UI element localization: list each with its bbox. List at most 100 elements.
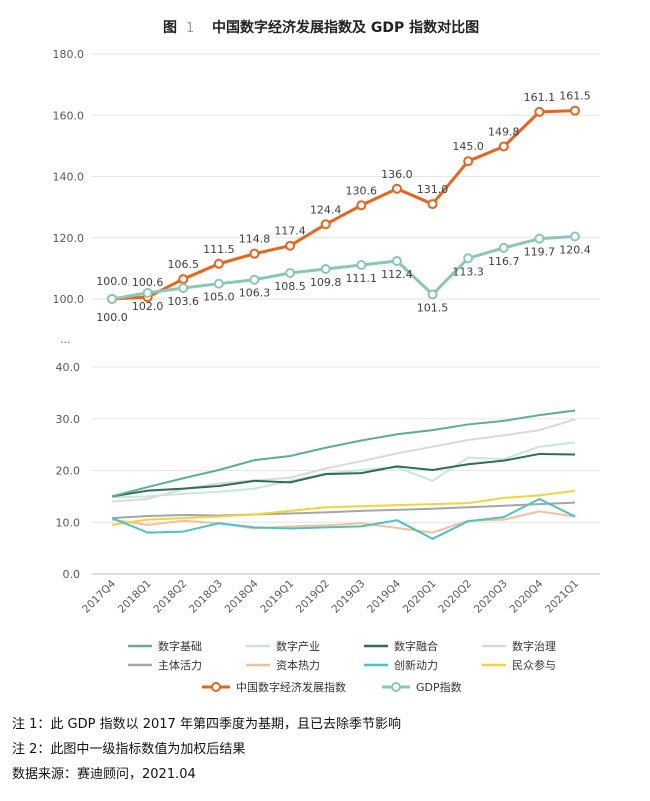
- upper-point-0: [178, 274, 189, 285]
- upper-point-0: [498, 141, 509, 152]
- upper-data-label-0: 100.0: [96, 275, 128, 288]
- legend-label: 数字产业: [276, 639, 320, 653]
- lower-chart: 0.010.020.030.040.0 2017Q42018Q12018Q220…: [56, 361, 600, 616]
- upper-data-label-1: 119.7: [524, 246, 556, 259]
- legend-label: 资本热力: [276, 658, 320, 672]
- legend-label: 数字融合: [394, 639, 438, 653]
- lower-y-tick: 40.0: [56, 361, 81, 374]
- upper-data-label-1: 108.5: [274, 280, 306, 293]
- x-tick-label: 2019Q2: [294, 578, 332, 616]
- upper-data-label-1: 100.0: [96, 311, 128, 324]
- upper-point-1: [249, 274, 260, 285]
- note-gdp-base: 注 1：此 GDP 指数以 2017 年第四季度为基期，且已去除季节影响: [12, 717, 401, 732]
- upper-point-0: [320, 219, 331, 230]
- upper-data-label-1: 105.0: [203, 291, 235, 304]
- upper-point-1: [107, 294, 117, 304]
- upper-data-label-0: 114.8: [239, 233, 271, 246]
- figure-number-label: 图: [163, 20, 177, 36]
- x-tick-label: 2020Q4: [508, 577, 546, 615]
- upper-data-label-0: 161.1: [524, 91, 556, 104]
- upper-point-0: [356, 200, 367, 211]
- x-tick-label: 2021Q1: [543, 578, 581, 616]
- legend-label: 中国数字经济发展指数: [236, 680, 346, 694]
- upper-data-label-1: 106.3: [239, 287, 271, 300]
- upper-data-label-0: 161.5: [559, 90, 591, 103]
- legend-marker: [211, 682, 221, 692]
- x-tick-label: 2019Q1: [258, 578, 296, 616]
- x-tick-label: 2018Q4: [223, 577, 261, 615]
- lower-series-line-2: [111, 452, 576, 498]
- upper-data-label-0: 131.0: [417, 183, 449, 196]
- note-weighted: 注 2：此图中一级指标数值为加权后结果: [12, 742, 246, 757]
- upper-point-0: [213, 258, 224, 269]
- upper-point-0: [391, 183, 402, 194]
- upper-point-1: [427, 289, 438, 300]
- lower-y-tick: 0.0: [63, 568, 81, 581]
- x-tick-label: 2018Q2: [151, 578, 189, 616]
- upper-data-label-0: 149.8: [488, 125, 520, 138]
- upper-point-1: [570, 231, 580, 242]
- upper-data-label-1: 112.4: [381, 268, 413, 281]
- upper-data-label-0: 124.4: [310, 203, 342, 216]
- upper-point-0: [285, 240, 296, 251]
- lower-series-line-4: [111, 501, 576, 520]
- x-tick-label: 2018Q1: [116, 578, 154, 616]
- lower-y-tick: 30.0: [56, 413, 81, 426]
- upper-point-1: [534, 233, 545, 244]
- lower-y-tick: 10.0: [56, 516, 81, 529]
- upper-y-tick: 100.0: [53, 293, 85, 306]
- lower-y-tick-labels: 0.0 10.0 20.0 30.0 40.0: [56, 361, 81, 581]
- upper-data-label-0: 130.6: [346, 184, 378, 197]
- upper-y-tick: 180.0: [53, 48, 85, 61]
- upper-y-tick: 140.0: [53, 171, 85, 184]
- lower-gridlines: [92, 366, 600, 575]
- legend-label: 数字治理: [512, 639, 556, 653]
- upper-point-1: [391, 256, 402, 267]
- data-source: 数据来源：赛迪顾问，2021.04: [12, 767, 196, 782]
- upper-series: [107, 105, 580, 304]
- upper-point-0: [463, 156, 474, 167]
- lower-series-line-6: [111, 497, 576, 540]
- upper-data-label-1: 109.8: [310, 276, 342, 289]
- upper-data-label-1: 116.7: [488, 255, 520, 268]
- x-tick-label: 2019Q3: [329, 578, 367, 616]
- legend-label: 民众参与: [512, 658, 556, 672]
- upper-point-1: [320, 263, 331, 274]
- upper-point-0: [249, 248, 260, 259]
- upper-point-1: [213, 278, 224, 289]
- lower-series-line-0: [111, 409, 576, 498]
- x-tick-label: 2017Q4: [80, 577, 118, 615]
- legend-label: 主体活力: [158, 658, 202, 672]
- x-tick-label: 2018Q3: [187, 578, 225, 616]
- upper-point-0: [570, 105, 580, 116]
- lower-series-line-5: [111, 510, 576, 534]
- upper-y-tick-labels: 100.0 120.0 140.0 160.0 180.0: [53, 48, 85, 306]
- legend-marker: [391, 682, 401, 692]
- x-tick-label: 2019Q4: [365, 577, 403, 615]
- x-tick-label: 2020Q3: [472, 578, 510, 616]
- x-tick-labels: 2017Q42018Q12018Q22018Q32018Q42019Q12019…: [80, 577, 581, 615]
- upper-series-line-0: [111, 109, 576, 301]
- lower-series-line-1: [111, 441, 576, 499]
- upper-gridlines: [92, 53, 600, 300]
- upper-data-label-0: 106.5: [167, 258, 199, 271]
- upper-y-tick: 120.0: [53, 232, 85, 245]
- upper-data-label-1: 101.5: [417, 301, 449, 314]
- upper-y-tick: 160.0: [53, 109, 85, 122]
- upper-data-label-1: 111.1: [346, 272, 378, 285]
- upper-series-line-1: [111, 235, 576, 301]
- upper-point-1: [285, 267, 296, 278]
- upper-data-label-1: 103.6: [167, 295, 199, 308]
- upper-data-label-1: 102.0: [132, 300, 164, 313]
- lower-y-tick: 20.0: [56, 465, 81, 478]
- upper-point-1: [178, 282, 189, 293]
- legend-label: 创新动力: [394, 658, 438, 672]
- notes: 注 1：此 GDP 指数以 2017 年第四季度为基期，且已去除季节影响 注 2…: [12, 712, 401, 787]
- upper-data-label-0: 111.5: [203, 243, 235, 256]
- upper-point-1: [463, 253, 474, 264]
- upper-point-0: [534, 106, 545, 117]
- upper-point-0: [427, 199, 438, 210]
